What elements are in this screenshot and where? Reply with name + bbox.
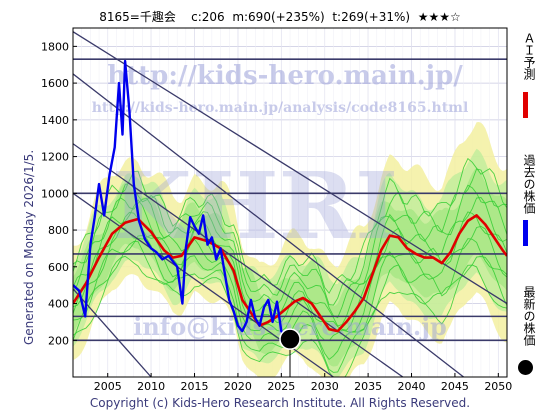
forecast-band	[73, 167, 507, 367]
y-tick-label: 200	[48, 334, 69, 347]
trend-line	[73, 143, 404, 377]
y-axis: 200 400 600 800 1000 1200 1400 1600 1800	[41, 40, 77, 347]
past-price-line	[73, 59, 287, 338]
legend-forecast-label: ＡＩ予測	[522, 32, 536, 80]
current-price: c:206	[191, 10, 225, 24]
forecast-band	[73, 148, 507, 377]
trend-line	[73, 73, 464, 377]
legend-past-label: 過去の株価	[522, 154, 536, 214]
copyright-footer: Copyright (c) Kids-Hero Research Institu…	[89, 396, 471, 410]
code-name: 8165=千趣会	[99, 10, 176, 24]
y-tick-label: 1800	[41, 40, 69, 53]
plot-frame	[72, 27, 508, 378]
chart-title: 8165=千趣会 c:206 m:690(+235%) t:269(+31%) …	[0, 8, 560, 25]
y-tick-label: 400	[48, 298, 69, 311]
legend-latest-label: 最新の株価	[522, 286, 536, 346]
forecast-bands	[73, 122, 507, 377]
x-tick-label: 2005	[94, 380, 122, 393]
mid-forecast: m:690(+235%)	[232, 10, 325, 24]
forecast-scenario-line	[73, 184, 507, 319]
y-tick-label: 1600	[41, 77, 69, 90]
x-tick-label: 2020	[224, 380, 252, 393]
x-tick-label: 2015	[181, 380, 209, 393]
x-tick-label: 2030	[311, 380, 339, 393]
x-tick-label: 2045	[441, 380, 469, 393]
legend-forecast-swatch	[523, 92, 528, 118]
watermark-logo: KHRI	[112, 152, 398, 260]
y-tick-label: 800	[48, 224, 69, 237]
watermark-url-big: http://kids-hero.main.jp/	[107, 61, 463, 91]
forecast-line	[73, 214, 507, 333]
x-tick-label: 2025	[267, 380, 295, 393]
latest-price-marker	[279, 328, 301, 377]
y-tick-label: 1200	[41, 151, 69, 164]
watermark-url-small: http://kids-hero.main.jp/analysis/code81…	[92, 100, 469, 116]
rating-stars: ★★★☆	[417, 10, 461, 24]
series-lines	[73, 59, 507, 338]
y-tick-label: 600	[48, 261, 69, 274]
x-tick-label: 2040	[398, 380, 426, 393]
target-forecast: t:269(+31%)	[332, 10, 411, 24]
legend-latest-dot	[518, 360, 533, 375]
legend-past-swatch	[523, 220, 528, 246]
x-tick-label: 2050	[484, 380, 512, 393]
forecast-scenario-line	[73, 157, 507, 294]
forecast-scenario-line	[73, 168, 507, 306]
legend: ＡＩ予測 過去の株価 最新の株価	[512, 28, 546, 378]
x-axis: 2005 2010 2015 2020 2025 2030 2035 2040 2045 2050	[94, 373, 512, 393]
x-tick-label: 2010	[137, 380, 165, 393]
latest-price-dot	[279, 328, 301, 350]
y-tick-label: 1000	[41, 187, 69, 200]
y-tick-label: 1400	[41, 114, 69, 127]
x-tick-label: 2035	[354, 380, 382, 393]
